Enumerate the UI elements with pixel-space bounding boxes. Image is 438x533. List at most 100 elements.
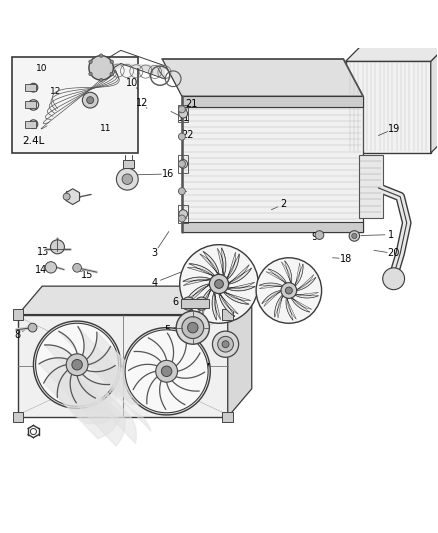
Polygon shape	[199, 289, 211, 316]
Text: 11: 11	[100, 125, 111, 133]
Polygon shape	[66, 189, 80, 205]
Circle shape	[123, 328, 210, 415]
Circle shape	[178, 215, 185, 222]
Text: 16: 16	[162, 169, 174, 179]
Text: 13: 13	[37, 247, 49, 257]
Bar	[25, 120, 35, 128]
Text: 12: 12	[49, 87, 61, 96]
Polygon shape	[70, 374, 111, 413]
Circle shape	[179, 159, 187, 168]
Circle shape	[110, 72, 113, 76]
Circle shape	[28, 323, 37, 332]
Text: 20: 20	[388, 248, 400, 259]
Text: 6: 6	[172, 297, 178, 308]
Text: 4: 4	[151, 278, 157, 288]
Polygon shape	[266, 269, 286, 284]
Circle shape	[286, 287, 292, 294]
Polygon shape	[431, 44, 438, 153]
Polygon shape	[88, 346, 144, 398]
Circle shape	[73, 263, 81, 272]
Polygon shape	[291, 297, 312, 312]
Polygon shape	[227, 282, 255, 290]
Polygon shape	[18, 286, 252, 314]
Circle shape	[29, 120, 38, 128]
Circle shape	[349, 231, 360, 241]
Polygon shape	[39, 358, 125, 446]
Circle shape	[117, 168, 138, 190]
Polygon shape	[183, 277, 211, 286]
Bar	[13, 309, 23, 320]
Circle shape	[66, 354, 88, 376]
Bar	[177, 105, 188, 123]
Circle shape	[315, 231, 324, 239]
Text: 21: 21	[186, 99, 198, 109]
Circle shape	[87, 96, 94, 103]
Circle shape	[179, 210, 187, 219]
Polygon shape	[295, 263, 303, 286]
Circle shape	[195, 297, 208, 310]
Polygon shape	[286, 298, 297, 320]
Polygon shape	[182, 96, 363, 231]
Text: 19: 19	[388, 124, 400, 134]
Circle shape	[182, 297, 195, 310]
Polygon shape	[45, 345, 136, 443]
Text: 10: 10	[36, 64, 48, 73]
Bar	[25, 84, 35, 91]
Polygon shape	[359, 155, 383, 219]
Circle shape	[89, 60, 92, 63]
Circle shape	[122, 174, 133, 184]
Text: 2.4L: 2.4L	[22, 136, 45, 147]
Text: 5: 5	[164, 325, 171, 335]
Polygon shape	[57, 370, 114, 424]
Circle shape	[82, 92, 98, 108]
Polygon shape	[295, 292, 318, 298]
Bar	[223, 309, 233, 320]
Circle shape	[222, 341, 229, 348]
Bar	[177, 155, 188, 173]
Polygon shape	[281, 261, 292, 283]
Circle shape	[212, 331, 239, 357]
Circle shape	[28, 100, 39, 110]
Circle shape	[161, 366, 172, 376]
Polygon shape	[78, 327, 159, 413]
Polygon shape	[18, 314, 228, 417]
Polygon shape	[219, 294, 238, 316]
Polygon shape	[99, 63, 169, 79]
Circle shape	[179, 109, 187, 118]
Polygon shape	[275, 295, 283, 318]
Bar	[123, 160, 134, 168]
Bar	[223, 412, 233, 422]
Bar	[13, 412, 23, 422]
Circle shape	[176, 311, 209, 344]
Polygon shape	[262, 290, 281, 306]
Polygon shape	[77, 376, 110, 407]
Polygon shape	[182, 222, 363, 231]
Polygon shape	[187, 264, 214, 276]
Text: 2: 2	[280, 199, 287, 209]
Polygon shape	[346, 61, 431, 153]
Polygon shape	[87, 332, 156, 400]
Circle shape	[182, 317, 204, 338]
Circle shape	[218, 336, 233, 352]
Circle shape	[29, 83, 38, 92]
Circle shape	[256, 258, 321, 323]
Text: 14: 14	[35, 265, 47, 275]
Text: 22: 22	[181, 130, 194, 140]
Circle shape	[110, 60, 113, 63]
Polygon shape	[187, 284, 209, 303]
Circle shape	[215, 280, 223, 288]
Circle shape	[89, 55, 113, 80]
Circle shape	[63, 193, 70, 200]
Circle shape	[281, 282, 297, 298]
Polygon shape	[346, 44, 438, 61]
Circle shape	[155, 360, 177, 382]
Polygon shape	[200, 252, 219, 274]
Circle shape	[50, 240, 64, 254]
Polygon shape	[297, 274, 316, 290]
Bar	[180, 299, 209, 308]
Circle shape	[209, 274, 229, 294]
Polygon shape	[44, 365, 119, 439]
Circle shape	[178, 106, 185, 113]
Polygon shape	[217, 248, 226, 276]
Polygon shape	[82, 374, 112, 401]
